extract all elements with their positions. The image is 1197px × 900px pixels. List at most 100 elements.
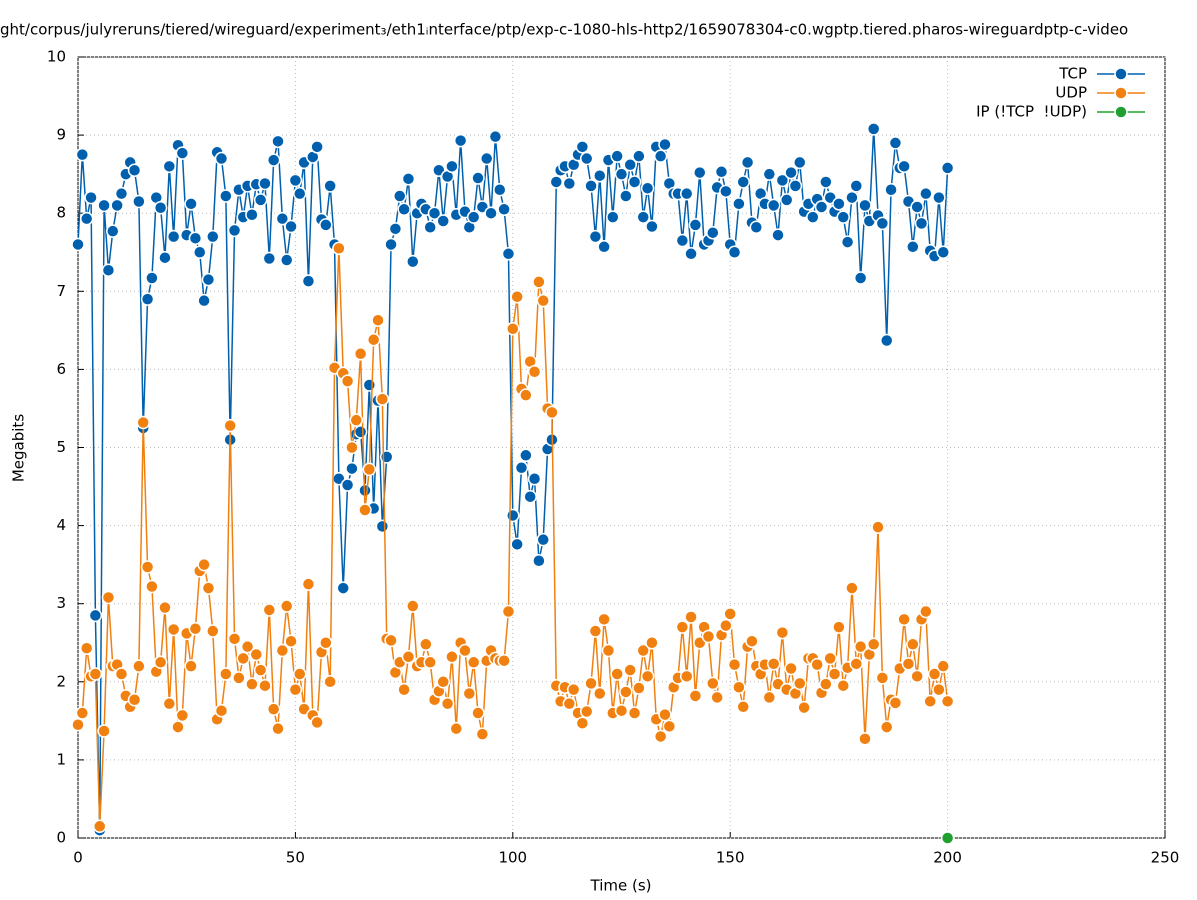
data-point xyxy=(819,175,833,189)
data-point xyxy=(579,704,594,719)
data-point xyxy=(84,190,98,205)
data-point xyxy=(271,134,285,149)
data-point xyxy=(919,604,933,619)
data-point xyxy=(658,707,672,722)
y-tick-label: 3 xyxy=(56,594,66,612)
data-point xyxy=(640,181,655,195)
data-point xyxy=(601,643,616,658)
data-point xyxy=(353,347,368,361)
data-point xyxy=(840,235,855,249)
data-point xyxy=(158,600,172,615)
data-point xyxy=(97,198,111,213)
data-point xyxy=(923,694,937,709)
data-point xyxy=(514,461,529,475)
data-point xyxy=(727,245,742,259)
x-tick-label: 250 xyxy=(1151,849,1180,867)
data-point xyxy=(849,657,864,671)
data-point xyxy=(506,322,520,336)
data-point xyxy=(693,165,707,180)
y-tick-label: 5 xyxy=(56,438,66,456)
data-point xyxy=(423,655,437,670)
data-point xyxy=(145,271,159,285)
data-point xyxy=(79,641,94,655)
data-point xyxy=(762,167,777,181)
data-point xyxy=(706,225,720,240)
y-tick-label: 1 xyxy=(56,750,66,768)
data-point xyxy=(375,519,390,534)
data-point xyxy=(284,634,298,648)
data-point xyxy=(858,732,872,746)
data-point xyxy=(549,175,564,189)
data-point xyxy=(232,671,246,685)
x-tick-label: 200 xyxy=(933,849,962,867)
x-axis-label: Time (s) xyxy=(590,877,652,895)
data-point xyxy=(606,210,620,224)
data-point xyxy=(614,167,629,181)
data-point xyxy=(888,696,903,710)
data-point xyxy=(806,210,820,224)
data-point xyxy=(510,537,524,552)
data-point xyxy=(471,706,485,720)
data-point xyxy=(519,388,533,402)
data-point xyxy=(710,690,724,705)
data-point xyxy=(240,639,255,654)
data-point xyxy=(245,677,259,691)
data-point xyxy=(636,210,650,224)
data-point xyxy=(627,175,642,189)
data-point xyxy=(906,240,920,254)
data-point xyxy=(497,653,511,668)
data-point xyxy=(532,553,546,568)
data-point xyxy=(219,667,233,681)
data-point xyxy=(510,290,524,304)
data-point xyxy=(871,520,885,534)
x-tick-label: 50 xyxy=(286,849,305,867)
legend-label: UDP xyxy=(1055,84,1087,102)
data-point xyxy=(436,675,450,689)
data-point xyxy=(223,418,237,433)
data-point xyxy=(775,625,790,640)
data-point xyxy=(323,179,337,193)
data-point xyxy=(736,700,750,714)
data-point xyxy=(932,190,946,205)
legend-label: TCP xyxy=(1058,65,1087,83)
data-point xyxy=(192,245,207,259)
data-point xyxy=(75,706,90,720)
data-point xyxy=(527,471,542,486)
data-point xyxy=(262,251,277,266)
data-point xyxy=(545,405,559,420)
data-point xyxy=(279,599,294,613)
data-point xyxy=(362,462,377,477)
data-point xyxy=(92,819,107,834)
data-point xyxy=(688,218,703,232)
data-point xyxy=(932,682,946,697)
data-point xyxy=(684,610,698,624)
data-point xyxy=(823,651,837,666)
data-point xyxy=(927,667,942,681)
data-point xyxy=(345,461,359,476)
data-point xyxy=(175,708,190,723)
data-point xyxy=(940,694,955,709)
data-point xyxy=(384,237,398,252)
data-point xyxy=(197,557,211,572)
data-point xyxy=(288,173,303,188)
data-point xyxy=(201,581,216,595)
data-point xyxy=(406,254,420,269)
data-point xyxy=(658,137,672,152)
data-point xyxy=(788,179,803,193)
data-point xyxy=(727,657,742,672)
data-point xyxy=(532,275,546,289)
data-point xyxy=(619,685,633,699)
data-point xyxy=(188,621,203,636)
data-point xyxy=(132,194,146,209)
data-point xyxy=(97,724,111,738)
data-point xyxy=(645,219,659,234)
data-point xyxy=(879,333,894,348)
data-point xyxy=(453,133,468,148)
data-point xyxy=(597,612,611,627)
data-point xyxy=(527,364,542,379)
data-point xyxy=(449,721,464,736)
legend-label: IP (!TCP !UDP) xyxy=(976,103,1087,121)
data-point xyxy=(353,425,368,439)
data-point xyxy=(266,153,281,167)
data-point xyxy=(623,158,637,172)
